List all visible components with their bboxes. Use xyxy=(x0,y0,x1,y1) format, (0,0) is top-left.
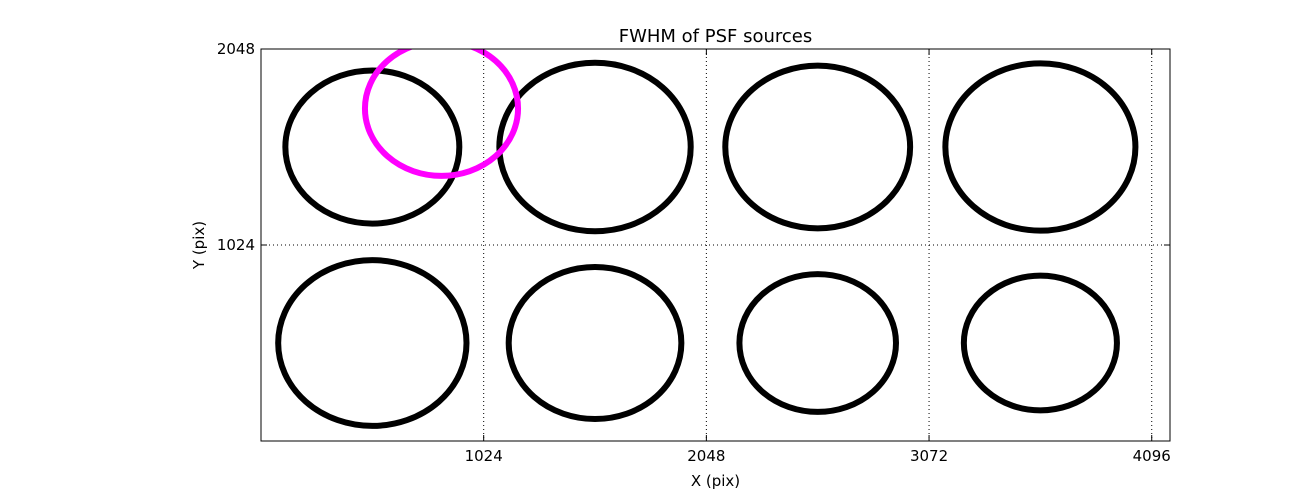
x-tick-label: 3072 xyxy=(910,447,948,465)
psf-fwhm-circle xyxy=(282,67,463,227)
psf-fwhm-circle xyxy=(942,60,1139,234)
psf-fwhm-circle xyxy=(960,272,1120,414)
y-tick-label: 1024 xyxy=(217,236,255,254)
highlight-fwhm-circle xyxy=(361,49,522,179)
psf-fwhm-circle xyxy=(505,264,685,422)
axis-ticks: 1024 2048 3072 4096 1024 2048 xyxy=(217,40,1171,465)
psf-fwhm-circle xyxy=(496,59,694,235)
x-tick-label: 2048 xyxy=(687,447,725,465)
x-tick-label: 1024 xyxy=(465,447,503,465)
x-axis-label: X (pix) xyxy=(691,472,740,490)
psf-fwhm-circle xyxy=(275,257,470,429)
psf-fwhm-circle xyxy=(736,271,899,415)
psf-fwhm-circle xyxy=(722,62,914,232)
x-tick-label: 4096 xyxy=(1133,447,1171,465)
y-tick-label: 2048 xyxy=(217,40,255,58)
marker-layer xyxy=(275,49,1139,429)
y-axis-label: Y (pix) xyxy=(190,221,208,270)
chart-title: FWHM of PSF sources xyxy=(619,26,813,47)
grid-lines xyxy=(261,48,1170,441)
